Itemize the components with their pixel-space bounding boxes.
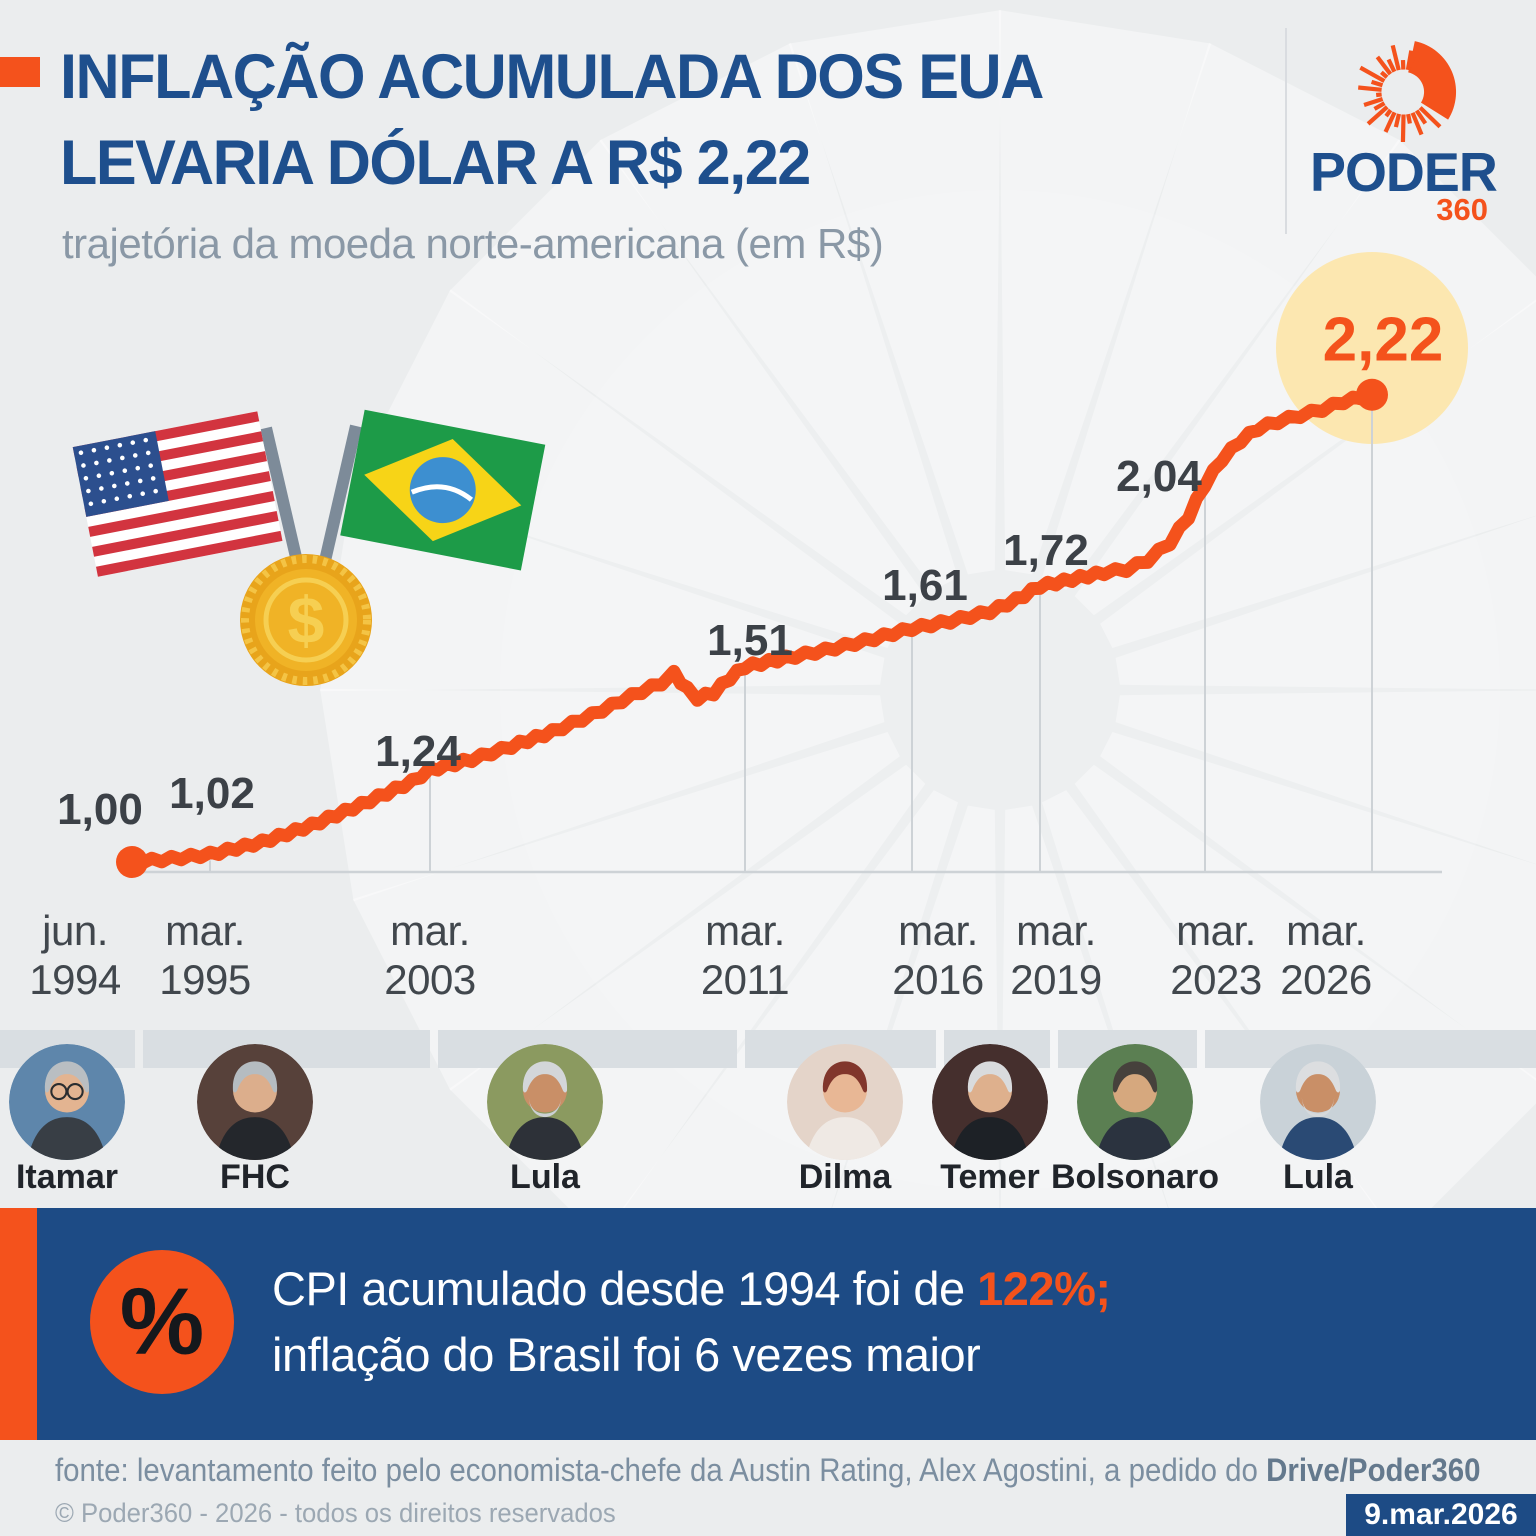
x-axis-label-2011: mar. 2011 <box>700 907 790 1003</box>
date-badge: 9.mar.2026 <box>1346 1494 1536 1536</box>
percent-badge: % <box>90 1250 234 1394</box>
chart-subtitle: trajetória da moeda norte-americana (em … <box>62 220 884 267</box>
watermark-ray <box>320 688 885 902</box>
title-accent-marker <box>0 57 40 87</box>
us-brazil-flags-coin-illustration: $ <box>72 409 546 686</box>
watermark-ray <box>449 139 926 616</box>
dollar-sign: $ <box>288 583 325 657</box>
president-name-itamar: Itamar <box>15 1158 119 1196</box>
x-axis-label-2016: mar. 2016 <box>892 907 984 1003</box>
value-label-1,02: 1,02 <box>169 769 255 818</box>
watermark-ray <box>1100 732 1536 1081</box>
callout-text: CPI acumulado desde 1994 foi de 122%; in… <box>272 1256 1111 1388</box>
term-band-segment <box>438 1030 737 1068</box>
source-note: fonte: levantamento feito pelo economist… <box>55 1452 1481 1488</box>
sunburst-ray <box>1414 109 1428 125</box>
callout-accent-strip <box>0 1208 37 1440</box>
start-point <box>116 846 148 878</box>
president-photo-bolsonaro <box>1077 1044 1193 1160</box>
brazil-flag <box>340 409 546 571</box>
watermark-ray <box>788 10 1002 575</box>
president-name-temer: Temer <box>940 1158 1040 1196</box>
dollar-trajectory-line <box>125 388 1379 870</box>
president-name-lula: Lula <box>1283 1158 1353 1196</box>
sunburst-ray <box>1406 113 1412 124</box>
brand-name: PODER <box>1310 141 1498 203</box>
x-axis-label-2026: mar. 2026 <box>1280 907 1372 1003</box>
value-label-1,24: 1,24 <box>375 727 461 776</box>
x-axis-label-2023: mar. 2023 <box>1170 907 1262 1003</box>
sunburst-ray <box>1410 112 1424 136</box>
source-bold: Drive/Poder360 <box>1266 1452 1481 1488</box>
value-label-2,04: 2,04 <box>1116 452 1202 501</box>
copyright-note: © Poder360 - 2026 - todos os direitos re… <box>55 1498 616 1528</box>
watermark-ray <box>352 289 900 648</box>
sunburst-ray <box>1370 79 1384 88</box>
value-label-2,22: 2,22 <box>1322 305 1444 375</box>
sunburst-ray <box>1386 58 1397 73</box>
sunburst-ray <box>1383 111 1397 133</box>
sunburst-ray <box>1410 55 1421 72</box>
watermark-ray <box>1074 764 1536 1241</box>
term-band-segment <box>1205 1030 1536 1068</box>
callout-line1: CPI acumulado desde 1994 foi de 122%; <box>272 1262 1111 1315</box>
x-axis-label-1995: mar. 1995 <box>159 907 251 1003</box>
us-flag <box>72 411 283 577</box>
value-label-1,72: 1,72 <box>1003 526 1089 575</box>
president-photo-fhc <box>197 1044 313 1160</box>
callout-line2: inflação do Brasil foi 6 vezes maior <box>272 1328 981 1381</box>
sunburst-ray <box>1375 92 1382 98</box>
watermark-ray <box>1042 42 1401 590</box>
sunburst-ray <box>1379 70 1389 79</box>
sunburst-ray <box>1393 113 1401 128</box>
president-photo-dilma <box>787 1044 903 1160</box>
title-line2: LEVARIA DÓLAR A R$ 2,22 <box>60 128 811 198</box>
sunburst-ray <box>1363 96 1384 107</box>
title-line1: INFLAÇÃO ACUMULADA DOS EUA <box>60 42 1044 112</box>
sunburst-ray <box>1418 106 1442 129</box>
value-label-1,51: 1,51 <box>707 616 793 665</box>
watermark-ray <box>998 10 1212 575</box>
end-point <box>1356 378 1388 411</box>
sunburst-solid-arc <box>1408 41 1457 120</box>
x-axis-label-2019: mar. 2019 <box>1010 907 1102 1003</box>
sunburst-ray <box>1366 105 1389 126</box>
x-axis-label-1994: jun. 1994 <box>29 907 121 1003</box>
president-photo-lula <box>1260 1044 1376 1160</box>
sunburst-ray <box>1414 52 1432 75</box>
value-label-1,61: 1,61 <box>882 561 968 610</box>
page-title: INFLAÇÃO ACUMULADA DOS EUA LEVARIA DÓLAR… <box>60 34 1044 206</box>
callout-highlight: 122%; <box>977 1262 1111 1315</box>
president-name-fhc: FHC <box>220 1158 290 1196</box>
header-divider-line <box>1285 28 1287 234</box>
president-photo-itamar <box>9 1044 125 1160</box>
sunburst-ray <box>1359 65 1386 83</box>
dollar-coin: $ <box>240 554 372 686</box>
sunburst-ray <box>1400 114 1406 143</box>
sunburst-ray <box>1358 85 1382 92</box>
percent-icon: % <box>119 1268 205 1375</box>
president-name-lula: Lula <box>510 1158 580 1196</box>
watermark-ray <box>1115 515 1536 690</box>
sunburst-ray <box>1405 50 1414 71</box>
sunburst-ray <box>1390 44 1401 71</box>
watermark-ray <box>352 732 900 1091</box>
president-name-dilma: Dilma <box>798 1158 892 1196</box>
sunburst-ray <box>1384 108 1393 118</box>
value-label-1,00: 1,00 <box>57 785 143 834</box>
president-photo-temer <box>932 1044 1048 1160</box>
callout-band: % CPI acumulado desde 1994 foi de 122%; … <box>37 1208 1536 1440</box>
watermark-ray <box>1115 690 1536 865</box>
poder360-sunburst-icon <box>1358 41 1457 143</box>
brand-suffix: 360 <box>1436 192 1488 227</box>
president-name-bolsonaro: Bolsonaro <box>1050 1158 1220 1196</box>
highlight-circle <box>1276 252 1468 444</box>
watermark-ray <box>599 42 958 590</box>
sunburst-ray <box>1373 101 1386 111</box>
president-photo-lula <box>487 1044 603 1160</box>
sunburst-ray <box>1375 55 1393 76</box>
x-axis-label-2003: mar. 2003 <box>384 907 476 1003</box>
